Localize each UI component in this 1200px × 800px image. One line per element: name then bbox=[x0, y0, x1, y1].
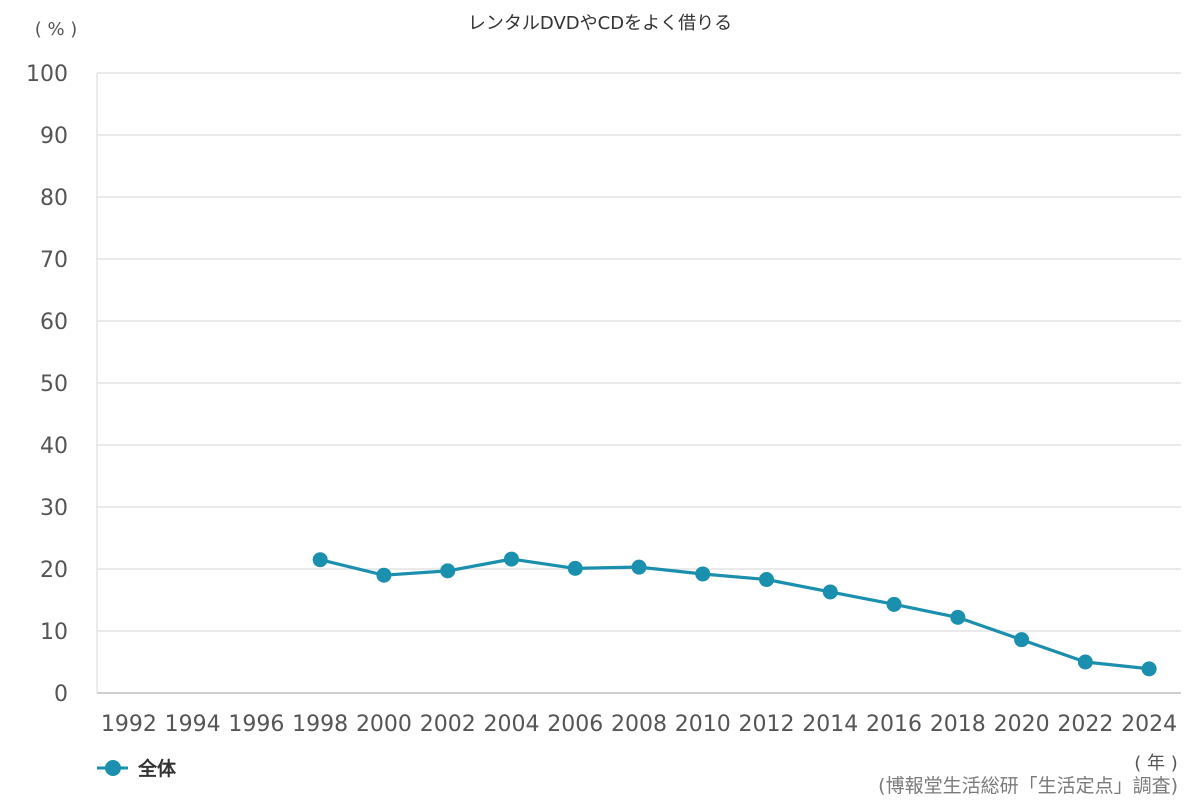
y-tick-label: 30 bbox=[40, 496, 68, 521]
y-axis-ticks: 0 10 20 30 40 50 60 70 80 90 100 bbox=[26, 62, 68, 707]
x-tick-label: 1992 bbox=[101, 712, 157, 737]
data-point bbox=[1014, 632, 1030, 648]
data-point bbox=[886, 596, 902, 612]
x-tick-label: 2004 bbox=[483, 712, 539, 737]
legend-marker bbox=[105, 760, 121, 776]
data-point bbox=[1077, 654, 1093, 670]
y-tick-label: 70 bbox=[40, 248, 68, 273]
y-tick-label: 60 bbox=[40, 310, 68, 335]
y-tick-label: 100 bbox=[26, 62, 68, 87]
data-point bbox=[1141, 661, 1157, 677]
y-tick-label: 20 bbox=[40, 558, 68, 583]
y-tick-label: 90 bbox=[40, 124, 68, 149]
x-tick-label: 2024 bbox=[1121, 712, 1177, 737]
x-tick-label: 1994 bbox=[165, 712, 221, 737]
legend-label: 全体 bbox=[137, 757, 177, 780]
gridlines bbox=[96, 72, 1181, 694]
data-point bbox=[376, 567, 392, 583]
x-tick-label: 2008 bbox=[611, 712, 667, 737]
data-point bbox=[567, 560, 583, 576]
data-point bbox=[312, 552, 328, 568]
y-tick-label: 40 bbox=[40, 434, 68, 459]
data-point bbox=[440, 563, 456, 579]
x-tick-label: 2006 bbox=[547, 712, 603, 737]
x-tick-label: 2002 bbox=[420, 712, 476, 737]
data-point bbox=[695, 566, 711, 582]
x-tick-label: 2022 bbox=[1057, 712, 1113, 737]
series-line bbox=[319, 557, 1150, 671]
source-note: (博報堂生活総研「生活定点」調査) bbox=[878, 775, 1178, 797]
chart-title: レンタルDVDやCDをよく借りる bbox=[468, 13, 732, 34]
x-tick-label: 2000 bbox=[356, 712, 412, 737]
series-layer bbox=[312, 551, 1157, 677]
y-tick-label: 10 bbox=[40, 620, 68, 645]
data-point bbox=[822, 584, 838, 600]
y-tick-label: 0 bbox=[54, 682, 68, 707]
x-tick-label: 2016 bbox=[866, 712, 922, 737]
x-tick-label: 1998 bbox=[292, 712, 348, 737]
x-axis-ticks: 1992 1994 1996 1998 2000 2002 2004 2006 2008 2010… bbox=[101, 712, 1177, 737]
data-point bbox=[631, 559, 647, 575]
y-tick-label: 80 bbox=[40, 186, 68, 211]
x-tick-label: 2020 bbox=[994, 712, 1050, 737]
data-point bbox=[503, 551, 519, 567]
x-tick-label: 1996 bbox=[228, 712, 284, 737]
x-axis-unit: ( 年 ) bbox=[1134, 753, 1178, 774]
x-tick-label: 2018 bbox=[930, 712, 986, 737]
y-tick-label: 50 bbox=[40, 372, 68, 397]
data-point bbox=[759, 572, 775, 588]
x-tick-label: 2010 bbox=[675, 712, 731, 737]
x-tick-label: 2014 bbox=[802, 712, 858, 737]
y-axis-unit: ( % ) bbox=[35, 19, 78, 40]
x-tick-label: 2012 bbox=[739, 712, 795, 737]
legend: 全体 bbox=[97, 757, 177, 780]
data-point bbox=[950, 609, 966, 625]
